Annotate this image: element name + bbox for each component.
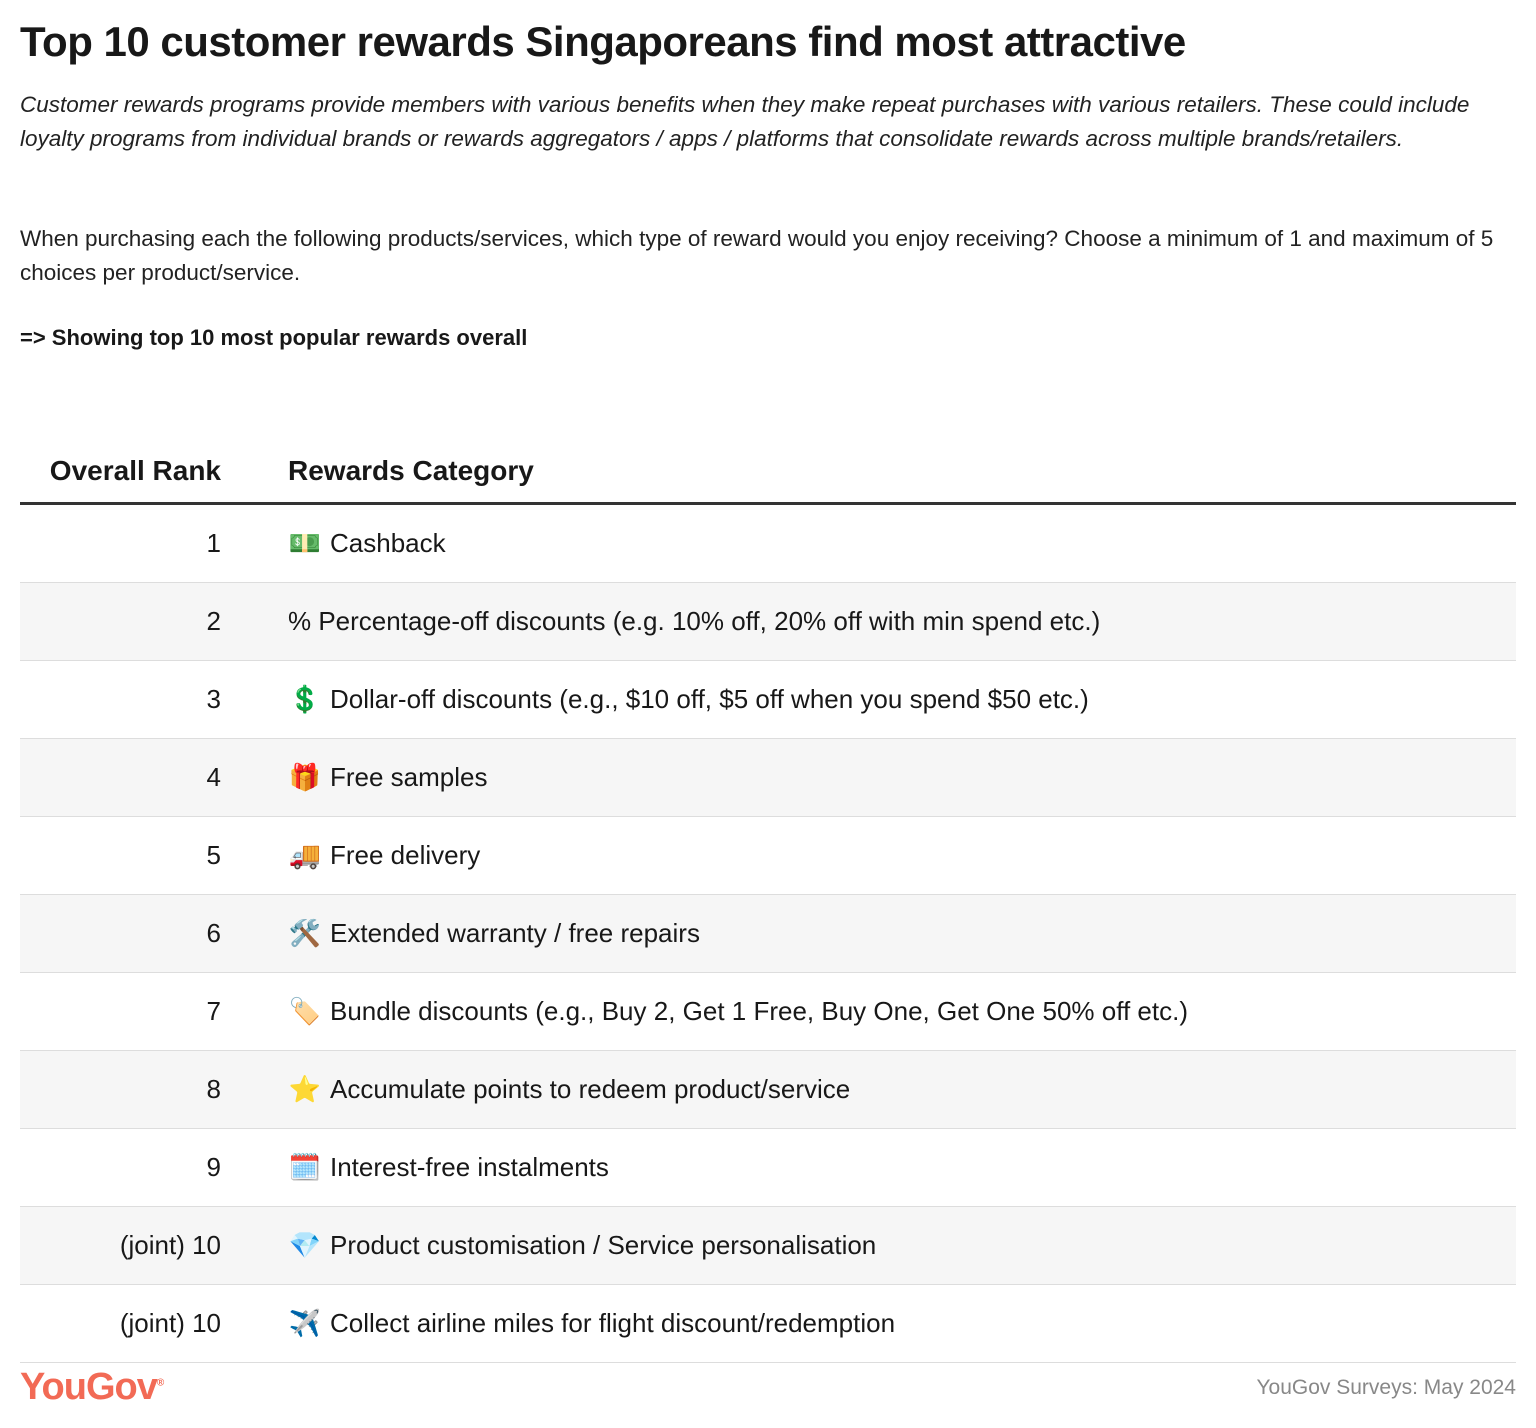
table-row: 9 🗓️ Interest-free instalments (20, 1128, 1516, 1207)
category-cell: 🗓️ Interest-free instalments (287, 1128, 1516, 1207)
rank-cell: 9 (20, 1128, 287, 1207)
gift-icon: 🎁 (288, 763, 322, 793)
tag-icon: 🏷️ (288, 997, 322, 1027)
rank-cell: 3 (20, 660, 287, 739)
star-icon: ⭐ (288, 1075, 322, 1105)
table-row: (joint) 10 ✈️ Collect airline miles for fl… (20, 1284, 1516, 1363)
table-header-row: Overall Rank Rewards Category (20, 440, 1516, 505)
table-row: (joint) 10 💎 Product customisation / Servi… (20, 1206, 1516, 1285)
category-label: Collect airline miles for flight discoun… (330, 1308, 896, 1338)
rank-cell: (joint) 10 (20, 1206, 287, 1285)
category-cell: 💲 Dollar-off discounts (e.g., $10 off, $5… (287, 660, 1516, 739)
column-header-category: Rewards Category (287, 440, 1516, 505)
table-row: 5 🚚 Free delivery (20, 816, 1516, 895)
rank-cell: 6 (20, 894, 287, 973)
dollar-sign-icon: 💲 (288, 685, 322, 715)
category-cell: 💵 Cashback (287, 503, 1516, 583)
category-label: Free samples (330, 762, 488, 792)
category-label: % Percentage-off discounts (e.g. 10% off… (288, 606, 1101, 636)
note: => Showing top 10 most popular rewards o… (20, 325, 528, 350)
rewards-table: Overall Rank Rewards Category 1 💵 Cashback… (20, 440, 1516, 1363)
table-row: 4 🎁 Free samples (20, 738, 1516, 817)
description: Customer rewards programs provide member… (20, 92, 1470, 151)
source-note: YouGov Surveys: May 2024 (1256, 1376, 1516, 1399)
category-label: Accumulate points to redeem product/serv… (330, 1074, 851, 1104)
table-row: 3 💲 Dollar-off discounts (e.g., $10 off, $… (20, 660, 1516, 739)
table-row: 7 🏷️ Bundle discounts (e.g., Buy 2, Get 1 … (20, 972, 1516, 1051)
category-cell: ✈️ Collect airline miles for flight disco… (287, 1284, 1516, 1363)
delivery-truck-icon: 🚚 (288, 841, 322, 871)
rank-cell: 2 (20, 582, 287, 661)
category-cell: 🛠️ Extended warranty / free repairs (287, 894, 1516, 973)
airplane-icon: ✈️ (288, 1309, 322, 1339)
category-label: Product customisation / Service personal… (330, 1230, 877, 1260)
category-cell: 🏷️ Bundle discounts (e.g., Buy 2, Get 1 F… (287, 972, 1516, 1051)
table-row: 1 💵 Cashback (20, 503, 1516, 583)
gem-icon: 💎 (288, 1231, 322, 1261)
calendar-icon: 🗓️ (288, 1153, 322, 1183)
column-header-rank: Overall Rank (20, 440, 287, 505)
category-cell: 🚚 Free delivery (287, 816, 1516, 895)
category-cell: 🎁 Free samples (287, 738, 1516, 817)
category-label: Free delivery (330, 840, 481, 870)
banknote-icon: 💵 (288, 529, 322, 559)
rank-cell: 8 (20, 1050, 287, 1129)
rank-cell: 5 (20, 816, 287, 895)
rank-cell: (joint) 10 (20, 1284, 287, 1363)
rank-cell: 7 (20, 972, 287, 1051)
category-label: Cashback (330, 528, 446, 558)
category-label: Bundle discounts (e.g., Buy 2, Get 1 Fre… (330, 996, 1188, 1026)
survey-question: When purchasing each the following produ… (20, 226, 1494, 285)
page-title: Top 10 customer rewards Singaporeans fin… (20, 18, 1186, 65)
category-cell: 💎 Product customisation / Service persona… (287, 1206, 1516, 1285)
category-label: Extended warranty / free repairs (330, 918, 700, 948)
category-label: Interest-free instalments (330, 1152, 609, 1182)
rank-cell: 4 (20, 738, 287, 817)
table-row: 2% Percentage-off discounts (e.g. 10% of… (20, 582, 1516, 661)
yougov-logo: YouGov® (20, 1366, 164, 1408)
category-cell: ⭐ Accumulate points to redeem product/ser… (287, 1050, 1516, 1129)
category-label: Dollar-off discounts (e.g., $10 off, $5 … (330, 684, 1089, 714)
tools-icon: 🛠️ (288, 919, 322, 949)
category-cell: % Percentage-off discounts (e.g. 10% off… (287, 582, 1516, 661)
table-row: 6 🛠️ Extended warranty / free repairs (20, 894, 1516, 973)
rank-cell: 1 (20, 503, 287, 583)
table-row: 8 ⭐ Accumulate points to redeem product/se… (20, 1050, 1516, 1129)
